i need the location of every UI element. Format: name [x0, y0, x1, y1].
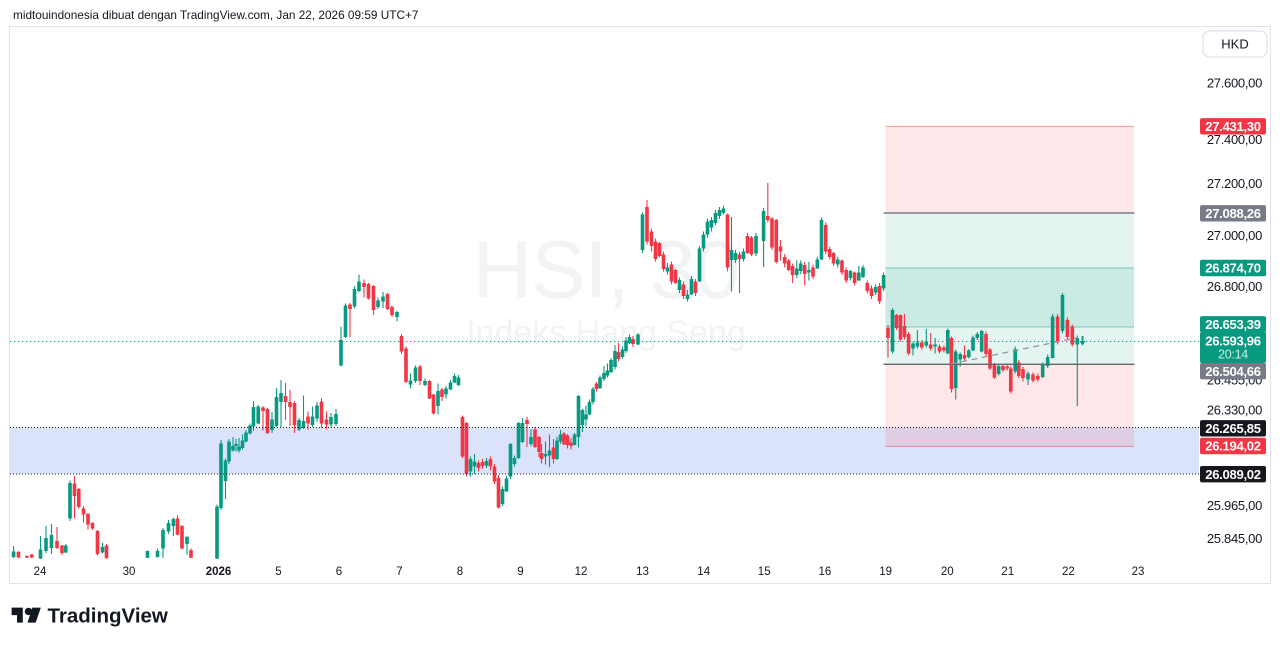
- svg-text:midtouindonesia dibuat dengan: midtouindonesia dibuat dengan TradingVie…: [13, 8, 418, 22]
- svg-text:26.874,70: 26.874,70: [1205, 261, 1261, 276]
- svg-text:2026: 2026: [206, 566, 232, 578]
- svg-text:14: 14: [697, 566, 710, 578]
- svg-text:HKD: HKD: [1221, 37, 1248, 52]
- svg-text:27.000,00: 27.000,00: [1207, 228, 1262, 243]
- svg-text:21: 21: [1001, 566, 1014, 578]
- svg-text:20:14: 20:14: [1218, 348, 1248, 362]
- svg-text:26.089,02: 26.089,02: [1205, 467, 1261, 482]
- svg-text:26.653,39: 26.653,39: [1205, 317, 1261, 332]
- svg-text:8: 8: [457, 566, 463, 578]
- svg-text:13: 13: [636, 566, 649, 578]
- svg-text:25.965,00: 25.965,00: [1207, 498, 1262, 513]
- svg-text:19: 19: [879, 566, 892, 578]
- svg-text:5: 5: [275, 566, 281, 578]
- svg-text:16: 16: [819, 566, 832, 578]
- svg-text:TradingView: TradingView: [48, 605, 168, 628]
- svg-text:26.194,02: 26.194,02: [1205, 439, 1261, 454]
- svg-text:26.593,96: 26.593,96: [1205, 334, 1261, 349]
- svg-text:26.330,00: 26.330,00: [1207, 403, 1262, 418]
- svg-text:25.845,00: 25.845,00: [1207, 531, 1262, 546]
- svg-text:6: 6: [336, 566, 342, 578]
- svg-text:23: 23: [1132, 566, 1145, 578]
- svg-text:27.600,00: 27.600,00: [1207, 76, 1262, 91]
- svg-text:Indeks Hang Seng: Indeks Hang Seng: [466, 314, 746, 352]
- svg-text:22: 22: [1062, 566, 1075, 578]
- svg-text:27.400,00: 27.400,00: [1207, 132, 1262, 147]
- svg-text:HSI, 30: HSI, 30: [473, 225, 739, 316]
- svg-text:27.088,26: 27.088,26: [1205, 206, 1261, 221]
- svg-text:9: 9: [517, 566, 523, 578]
- svg-text:27.200,00: 27.200,00: [1207, 176, 1262, 191]
- svg-text:15: 15: [758, 566, 771, 578]
- svg-text:30: 30: [123, 566, 136, 578]
- svg-text:27.431,30: 27.431,30: [1205, 119, 1261, 134]
- svg-text:26.504,66: 26.504,66: [1205, 364, 1261, 379]
- svg-text:12: 12: [575, 566, 588, 578]
- svg-text:7: 7: [396, 566, 402, 578]
- svg-text:26.265,85: 26.265,85: [1205, 421, 1261, 436]
- svg-text:20: 20: [941, 566, 954, 578]
- svg-text:26.800,00: 26.800,00: [1207, 279, 1262, 294]
- svg-text:24: 24: [34, 566, 47, 578]
